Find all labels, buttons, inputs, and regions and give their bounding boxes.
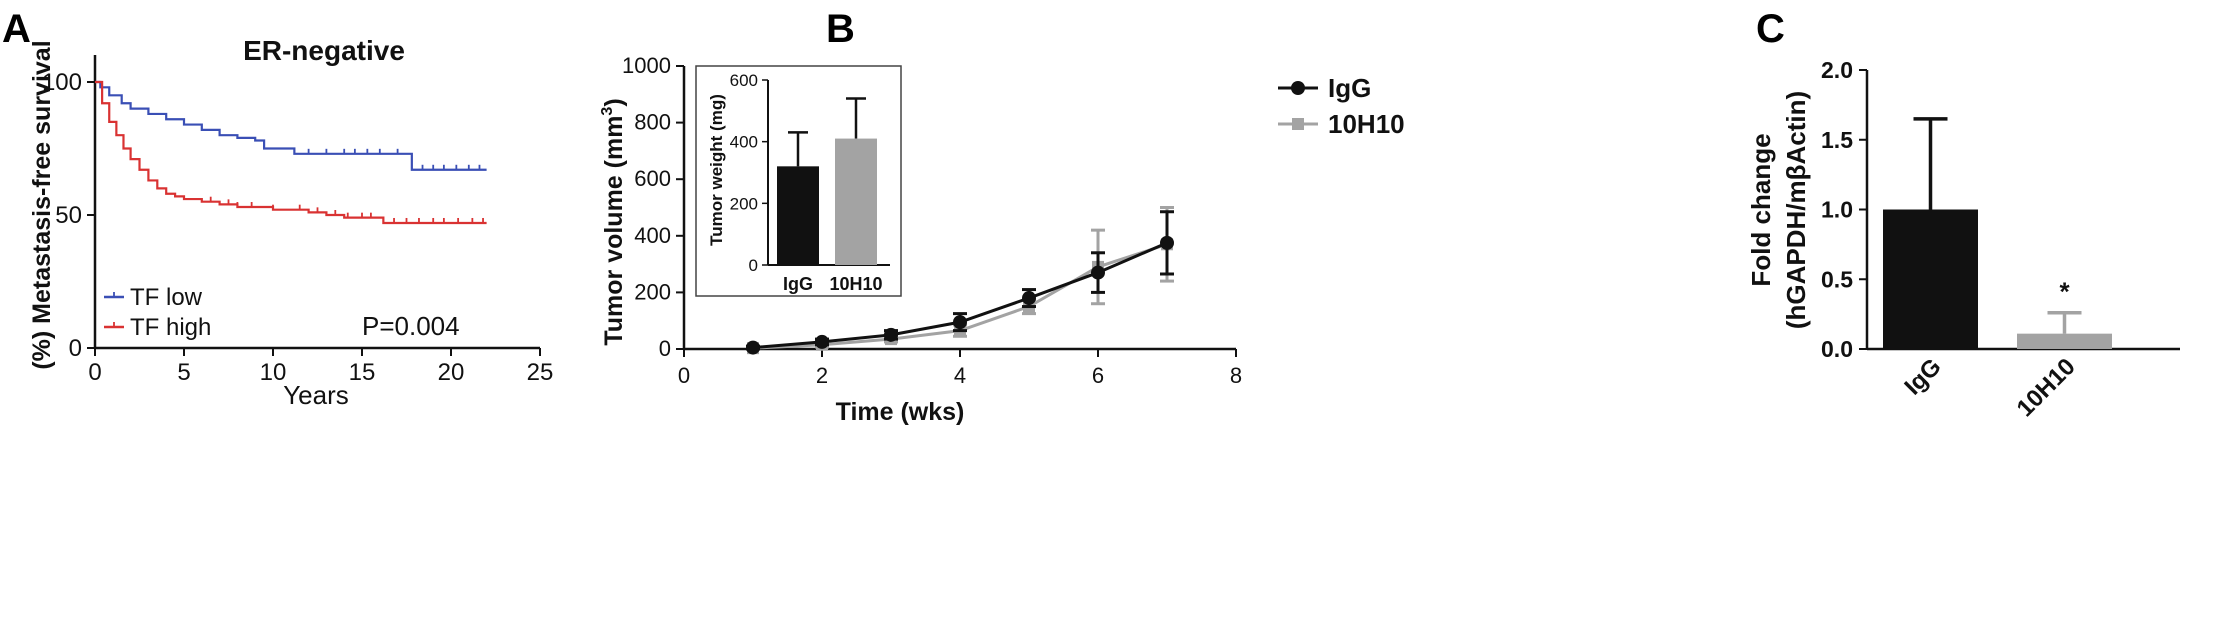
panel-label-a: A xyxy=(2,7,31,51)
x-tick-label-c: 10H10 xyxy=(2012,353,2081,422)
x-tick-label-b: 0 xyxy=(678,363,690,388)
bar-c-igg xyxy=(1883,209,1978,349)
km-curve-tf-high xyxy=(95,80,487,225)
y-tick-label-b: 800 xyxy=(634,110,671,135)
data-point-igg xyxy=(953,315,967,330)
x-tick-label-b: 2 xyxy=(816,363,828,388)
y-tick-label-b: 1000 xyxy=(622,53,671,78)
p-value-annotation: P=0.004 xyxy=(362,311,460,341)
y-axis-label-b: Tumor volume (mm3) xyxy=(599,98,628,345)
y-tick-label-c: 0.5 xyxy=(1821,266,1853,292)
y-tick-label-b: 0 xyxy=(659,336,671,361)
y-tick-label-c: 1.0 xyxy=(1821,197,1853,223)
data-point-igg xyxy=(1091,265,1105,280)
y-tick-label-a: 50 xyxy=(55,202,82,229)
x-tick-label-a: 25 xyxy=(527,359,554,386)
data-point-igg xyxy=(884,327,898,342)
y-tick-label-a: 100 xyxy=(42,69,82,96)
x-tick-label-inset: IgG xyxy=(783,274,813,294)
y-tick-label-b: 200 xyxy=(634,279,671,304)
y-tick-label-c: 1.5 xyxy=(1821,127,1853,153)
legend-marker-10h10 xyxy=(1292,118,1304,130)
bar-inset-igg xyxy=(777,166,819,265)
legend-label-a: TF high xyxy=(130,314,211,341)
y-tick-label-c: 0.0 xyxy=(1821,336,1853,362)
y-tick-label-inset: 0 xyxy=(749,256,758,275)
y-tick-label-inset: 400 xyxy=(730,133,758,152)
y-axis-label-a: (%) Metastasis-free survival xyxy=(28,40,56,369)
y-axis-label-c-line2: (hGAPDH/mβActin) xyxy=(1781,91,1811,329)
chart-c-fold-change: 0.0 0.5 1.0 1.5 2.0 Fold change (hGAPDH/mβActi… xyxy=(1746,57,2180,422)
data-point-igg xyxy=(1160,235,1174,250)
chart-title-a: ER-negative xyxy=(243,35,405,66)
panel-label-c: C xyxy=(1756,7,1785,51)
panel-label-b: B xyxy=(826,7,855,51)
km-curve-tf-low xyxy=(95,80,487,171)
x-tick-label-a: 0 xyxy=(88,359,101,386)
legend-label-b: IgG xyxy=(1328,73,1371,103)
y-axis-label-b-main: Tumor volume (mm xyxy=(600,116,628,346)
y-tick-label-a: 0 xyxy=(69,335,82,362)
y-tick-label-b: 600 xyxy=(634,166,671,191)
x-tick-label-a: 20 xyxy=(438,359,465,386)
data-point-igg xyxy=(746,340,760,355)
y-axis-label-b-close: ) xyxy=(600,98,628,106)
x-tick-label-a: 10 xyxy=(260,359,287,386)
bar-c-10h10 xyxy=(2017,333,2112,349)
y-axis-label-c: Fold change xyxy=(1746,133,1776,286)
x-axis-label-b: Time (wks) xyxy=(836,398,965,426)
y-tick-label-c: 2.0 xyxy=(1821,57,1853,83)
data-point-igg xyxy=(815,334,829,349)
data-point-igg xyxy=(1022,291,1036,306)
significance-star: * xyxy=(2059,277,2070,307)
y-tick-label-inset: 600 xyxy=(730,71,758,90)
x-tick-label-b: 8 xyxy=(1230,363,1242,388)
y-tick-label-b: 400 xyxy=(634,223,671,248)
x-tick-label-a: 15 xyxy=(349,359,376,386)
y-axis-label-inset: Tumor weight (mg) xyxy=(707,94,726,246)
x-tick-label-c: IgG xyxy=(1899,353,1946,400)
x-tick-label-inset: 10H10 xyxy=(829,274,882,294)
chart-b-tumor-volume: 0 2 4 6 8 0 200 400 600 800 1000 Time (wks) Tumor vo… xyxy=(599,53,1405,426)
chart-a-km: 0 5 10 15 20 25 0 50 100 ER-negative Years (%) Meta… xyxy=(28,35,553,410)
y-axis-label-b-sup: 3 xyxy=(599,107,616,116)
legend-label-b: 10H10 xyxy=(1328,109,1405,139)
bar-inset-10h10 xyxy=(835,138,877,265)
x-axis-label-a: Years xyxy=(283,380,349,410)
legend-marker-igg xyxy=(1291,81,1305,95)
y-tick-label-inset: 200 xyxy=(730,194,758,213)
legend-label-a: TF low xyxy=(130,284,203,311)
x-tick-label-b: 6 xyxy=(1092,363,1104,388)
x-tick-label-b: 4 xyxy=(954,363,966,388)
x-tick-label-a: 5 xyxy=(177,359,190,386)
